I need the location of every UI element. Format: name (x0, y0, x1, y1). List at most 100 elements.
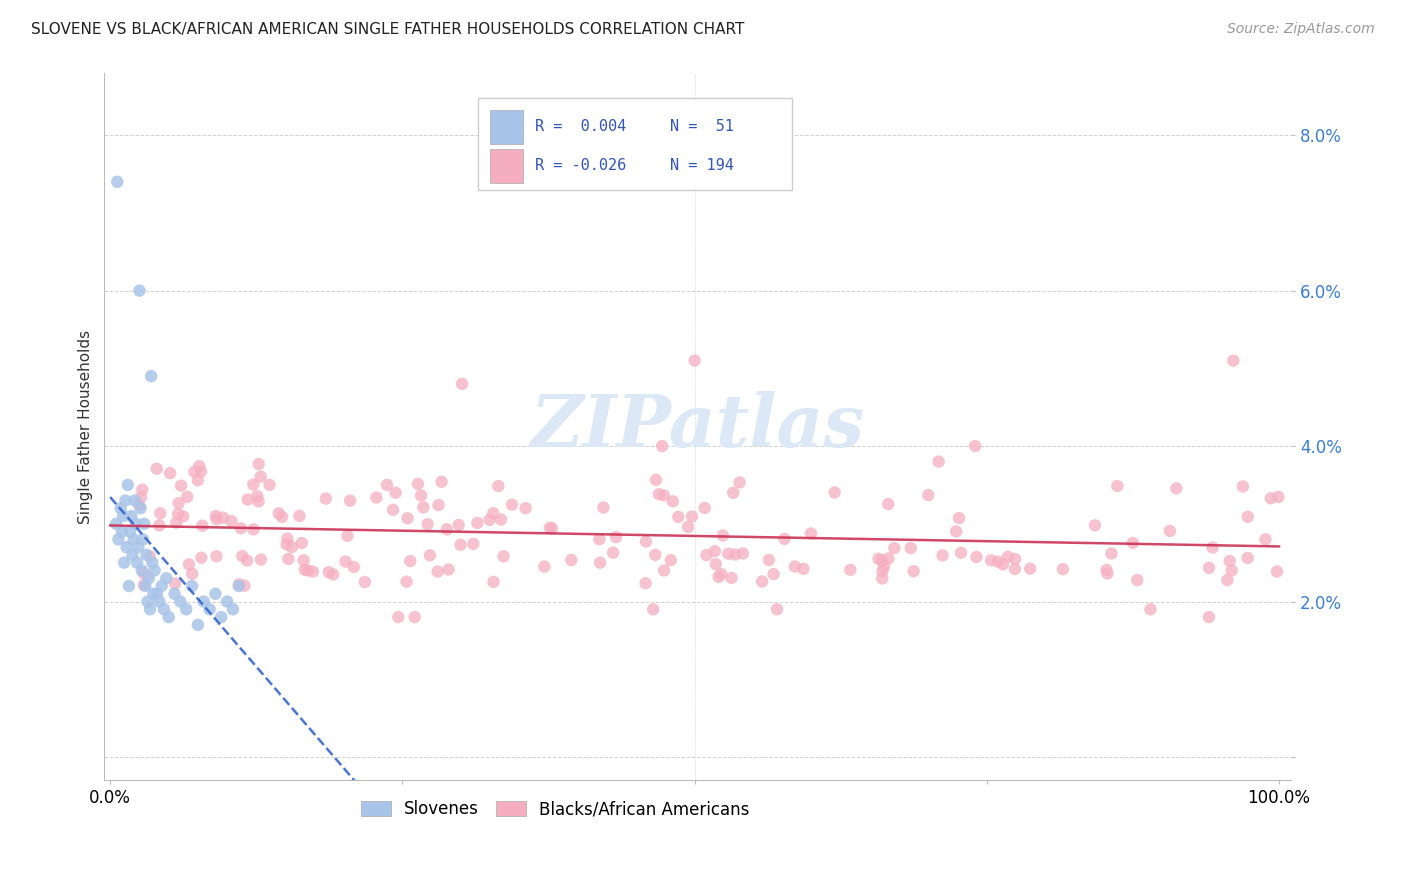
Point (949, 546, 972, 560)
Point (120, 509, 142, 524)
Text: ZIPatlas: ZIPatlas (530, 391, 865, 462)
Point (416, 517, 439, 532)
Point (489, 512, 512, 526)
Point (883, 541, 905, 555)
Point (872, 572, 894, 586)
Point (343, 560, 366, 574)
Point (980, 553, 1002, 567)
Point (124, 493, 146, 508)
FancyBboxPatch shape (478, 98, 793, 190)
Point (105, 175, 128, 189)
Point (297, 564, 319, 578)
Point (427, 498, 450, 512)
Point (430, 475, 453, 489)
Point (652, 564, 675, 578)
Point (1219, 554, 1241, 568)
Point (538, 520, 561, 534)
Point (146, 587, 169, 601)
Point (412, 500, 434, 515)
Point (148, 594, 170, 608)
Point (181, 566, 204, 581)
Point (560, 553, 582, 567)
Point (233, 579, 256, 593)
Point (107, 533, 129, 547)
Point (704, 557, 727, 571)
Legend: Slovenes, Blacks/African Americans: Slovenes, Blacks/African Americans (354, 794, 756, 825)
Point (877, 551, 900, 566)
Point (1019, 561, 1042, 575)
Point (824, 485, 846, 500)
Point (873, 559, 896, 574)
Point (447, 518, 470, 533)
Point (139, 602, 162, 616)
Point (110, 501, 132, 516)
Point (450, 538, 472, 552)
Point (406, 476, 429, 491)
Point (181, 579, 204, 593)
Point (169, 594, 191, 608)
Point (198, 602, 221, 616)
Point (987, 555, 1010, 569)
Point (1216, 573, 1239, 587)
Point (666, 510, 689, 524)
Point (707, 570, 730, 584)
Point (1107, 479, 1129, 493)
Point (157, 610, 180, 624)
Point (482, 574, 505, 589)
Point (336, 529, 359, 543)
Point (721, 485, 744, 500)
Point (900, 541, 922, 555)
Point (281, 540, 304, 554)
Point (1198, 610, 1220, 624)
Point (681, 509, 703, 524)
Point (188, 459, 211, 474)
Point (191, 518, 214, 533)
Point (318, 565, 340, 579)
Point (105, 516, 128, 531)
Point (159, 466, 181, 480)
Point (242, 477, 264, 491)
Point (335, 555, 357, 569)
Point (170, 478, 193, 492)
Point (652, 488, 675, 502)
Point (229, 521, 252, 535)
Point (250, 552, 273, 566)
Point (135, 569, 157, 583)
Point (247, 494, 270, 508)
Point (644, 548, 666, 562)
Point (288, 508, 311, 523)
Point (139, 549, 162, 564)
Point (153, 602, 176, 616)
Point (404, 610, 426, 624)
Point (120, 524, 142, 539)
Point (176, 490, 198, 504)
Point (167, 507, 190, 521)
Point (676, 520, 699, 534)
Point (695, 548, 717, 562)
Point (436, 522, 458, 536)
Point (148, 518, 170, 533)
Point (762, 567, 785, 582)
Point (1232, 479, 1254, 493)
Text: N = 194: N = 194 (671, 158, 734, 173)
Point (115, 540, 138, 554)
Point (533, 559, 555, 574)
Point (1052, 562, 1074, 576)
Point (294, 563, 316, 577)
Point (209, 610, 232, 624)
Point (387, 610, 409, 624)
Point (165, 576, 187, 591)
Point (877, 497, 900, 511)
Point (128, 498, 150, 512)
Point (1201, 541, 1223, 555)
Point (399, 554, 422, 568)
Point (396, 511, 419, 525)
Point (492, 549, 515, 564)
Point (662, 494, 685, 508)
Point (928, 455, 950, 469)
Point (1265, 565, 1288, 579)
Point (693, 500, 716, 515)
Point (651, 439, 673, 453)
Point (1099, 547, 1122, 561)
Point (271, 509, 294, 524)
